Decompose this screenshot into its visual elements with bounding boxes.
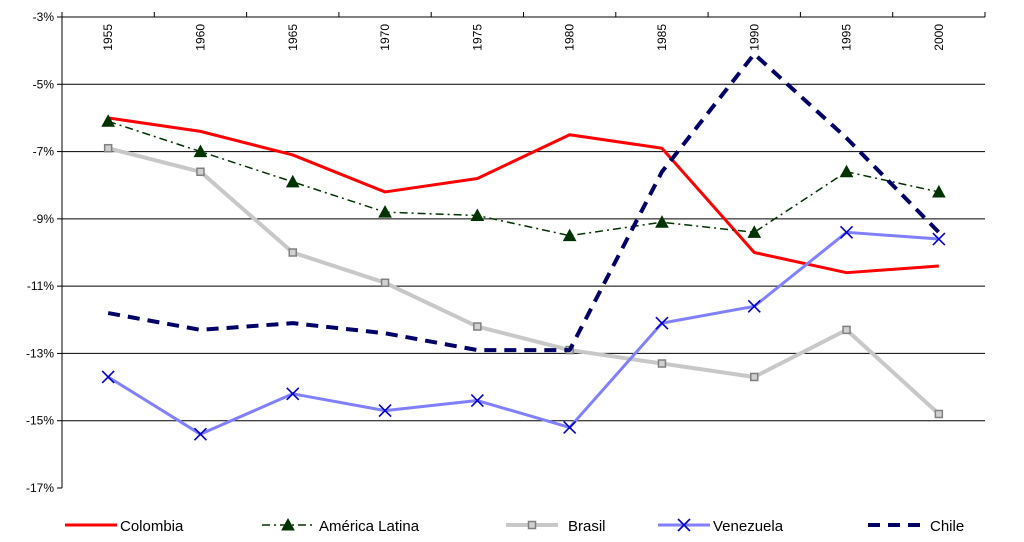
x-tick-label: 1965 [286,24,300,51]
data-point-square [103,143,113,153]
data-point-x [839,225,854,239]
data-point-triangle [285,174,300,188]
y-tick-label: -7% [33,145,55,159]
x-tick-label: 1990 [747,24,761,51]
data-point-triangle [562,228,577,242]
series-line [107,230,939,436]
y-tick-label: -15% [26,414,54,428]
series-chile [107,52,941,353]
legend-label: América Latina [319,518,420,535]
x-tick-label: 1960 [193,24,207,51]
series-line [107,120,940,237]
series-colombia [107,116,939,275]
data-point-x [655,316,669,330]
legend-item: América Latina [262,517,420,535]
series-brasil [103,143,944,419]
legend-label: Brasil [568,518,606,535]
data-point-x [563,420,577,435]
data-point-triangle [193,144,208,158]
data-point-square [750,372,759,382]
data-point-square [473,322,482,331]
data-point-triangle [839,164,854,178]
data-point-square [842,325,851,335]
data-point-triangle [281,517,295,531]
data-point-x [932,232,946,246]
data-point-square [527,520,537,530]
data-point-triangle [747,225,762,238]
x-tick-label: 1980 [563,24,577,51]
data-point-triangle [655,215,669,228]
legend-item: Venezuela [658,518,784,535]
x-tick-label: 1955 [101,24,115,51]
data-point-triangle [932,184,946,198]
legend-label: Colombia [120,518,184,535]
data-point-x [378,404,392,418]
y-tick-label: -5% [33,77,55,91]
y-tick-label: -13% [26,346,54,360]
data-point-x [470,393,484,408]
x-tick-label: 2000 [932,24,946,51]
data-point-triangle [378,205,392,218]
data-point-square [288,248,297,257]
legend-item: Brasil [506,518,606,535]
legend-item: Chile [868,518,964,535]
data-point-square [934,409,944,419]
series-line [107,116,939,275]
x-tick-label: 1985 [655,24,669,51]
legend-item: Colombia [65,518,184,535]
y-tick-label: -17% [26,481,54,495]
data-point-square [380,278,390,288]
data-point-x [101,370,115,384]
legend: Colombia América Latina Brasil Venezuela Chi… [65,517,964,535]
x-tick-label: 1975 [470,24,484,51]
data-point-x [677,518,691,532]
legend-label: Venezuela [713,518,784,535]
series-line [107,146,941,416]
gridlines [62,83,985,422]
y-tick-label: -3% [33,10,55,24]
y-tick-label: -9% [33,212,55,226]
x-tick-label: 1970 [378,24,392,51]
axes: -3% -5% -7% -9% -11% -13% -15% -17% 1955 1960 1965… [26,10,986,495]
series-am-rica-latina [101,114,946,242]
data-point-triangle [470,208,485,221]
data-point-x [193,427,208,441]
series-venezuela [101,225,946,441]
series-group [101,52,946,441]
legend-label: Chile [930,518,964,535]
y-tick-label: -11% [27,279,54,293]
series-line [107,52,941,353]
data-point-square [657,359,667,368]
data-point-triangle [101,114,115,127]
x-tick-label: 1995 [840,24,854,51]
data-point-square [196,167,205,177]
data-point-x [747,299,761,313]
data-point-x [286,387,300,401]
